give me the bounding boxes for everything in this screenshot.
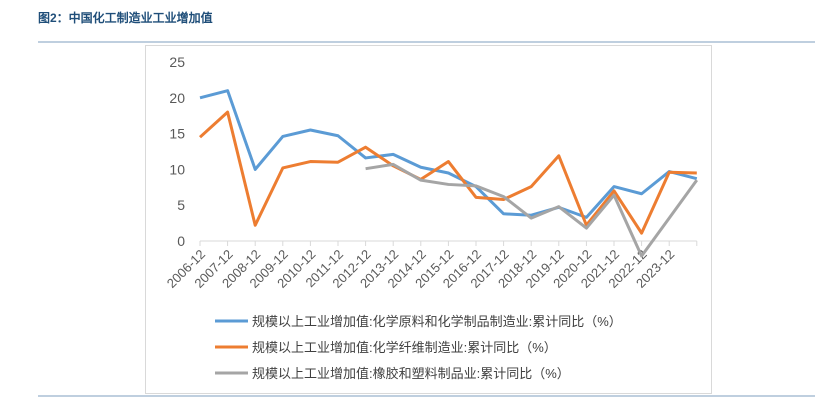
series-line xyxy=(199,89,698,219)
chart-frame xyxy=(145,45,712,394)
y-tick-label: 5 xyxy=(177,197,185,213)
y-tick-label: 20 xyxy=(169,90,185,106)
legend-label: 规模以上工业增加值:化学原料和化学制品制造业:累计同比（%） xyxy=(252,314,622,329)
y-tick-label: 15 xyxy=(169,126,185,142)
series-line xyxy=(365,162,699,258)
chart-title: 图2：中国化工制造业工业增加值 xyxy=(38,10,213,25)
legend-label: 规模以上工业增加值:化学纤维制造业:累计同比（%） xyxy=(252,340,557,355)
y-tick-label: 0 xyxy=(177,233,185,249)
series-line xyxy=(198,110,697,235)
legend-label: 规模以上工业增加值:橡胶和塑料制品业:累计同比（%） xyxy=(252,366,570,381)
y-tick-label: 10 xyxy=(169,161,185,177)
y-tick-label: 25 xyxy=(169,54,185,70)
